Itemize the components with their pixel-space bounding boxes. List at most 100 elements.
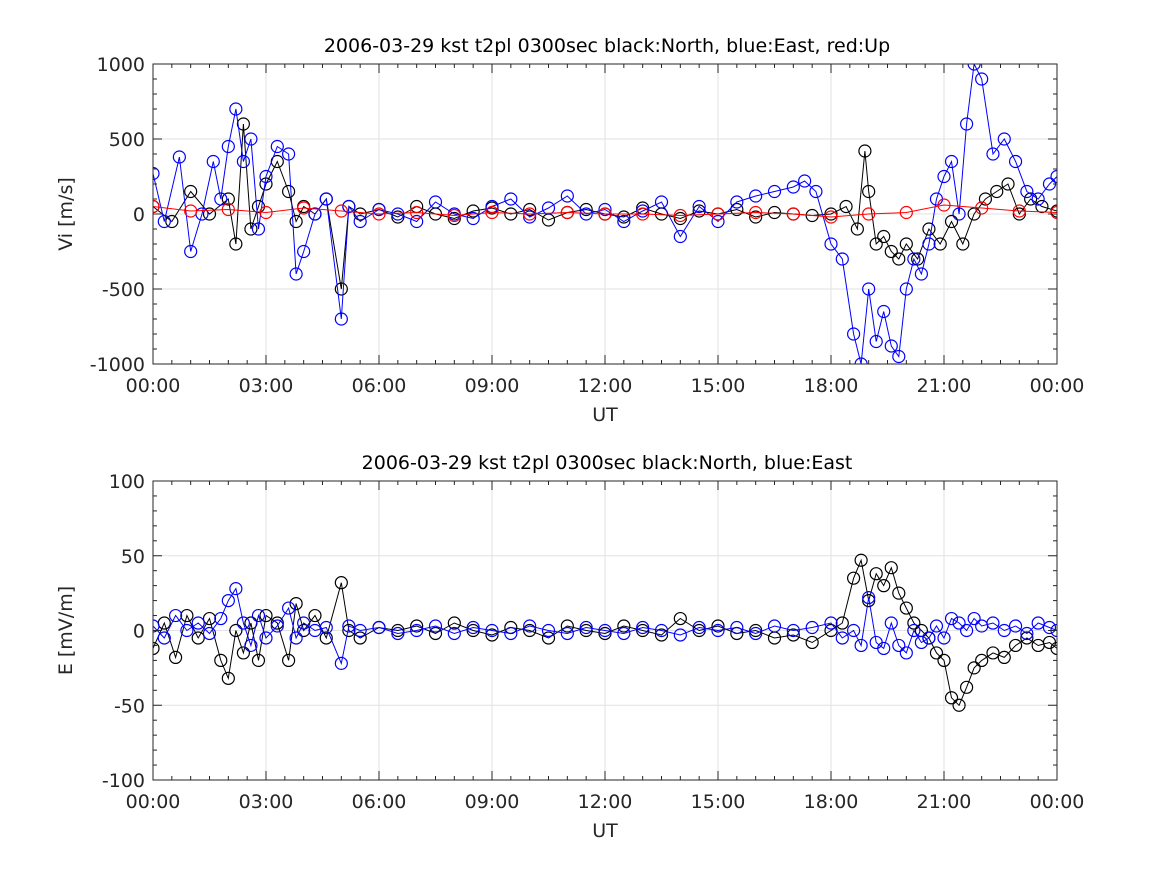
data-point-east: [202, 626, 217, 641]
y-axis-label: Vi [m/s]: [55, 177, 77, 251]
data-point-north: [967, 661, 981, 675]
chart-panel-1: 00:00 03:00 06:00 09:00 12:00 15:00 18:00 21:00…: [55, 35, 1084, 426]
data-point-east: [342, 619, 356, 633]
data-point-north: [342, 623, 356, 638]
data-point-east: [786, 180, 800, 194]
data-point-north: [236, 646, 250, 660]
data-point-east: [1008, 154, 1023, 169]
series-group: [153, 64, 1057, 364]
x-tick-label: 12:00: [578, 791, 633, 813]
data-point-up: [334, 204, 348, 218]
data-point-east: [334, 312, 348, 326]
data-point-east: [862, 282, 876, 296]
data-point-up: [410, 205, 424, 220]
data-point-east: [711, 623, 725, 638]
data-point-north: [541, 631, 556, 645]
y-tick-label: -1000: [90, 354, 145, 376]
data-point-north: [786, 628, 800, 642]
series-group: [153, 553, 1057, 712]
data-point-east: [673, 229, 687, 244]
data-point-east: [959, 117, 974, 131]
series-line-east: [153, 64, 1057, 364]
series-line-east: [153, 587, 1057, 666]
y-tick-label: -100: [102, 770, 145, 792]
data-point-north: [282, 184, 296, 199]
data-point-north: [391, 210, 405, 224]
data-point-east: [180, 623, 194, 638]
data-point-east: [846, 327, 861, 341]
data-point-north: [523, 623, 537, 638]
x-tick-label: 06:00: [352, 791, 407, 813]
data-point-east: [410, 623, 424, 638]
data-point-east: [523, 210, 537, 224]
data-point-east: [914, 267, 929, 281]
data-point-east: [221, 593, 235, 608]
data-point-north: [251, 653, 266, 668]
data-point-east: [410, 214, 424, 229]
data-point-east: [899, 646, 913, 660]
data-point-east: [282, 601, 296, 615]
data-point-up: [259, 205, 273, 220]
data-point-east: [636, 204, 650, 218]
data-point-north: [805, 635, 819, 650]
data-point-east: [153, 619, 160, 633]
data-point-north: [892, 586, 906, 600]
data-point-up: [636, 207, 650, 221]
data-point-east: [922, 237, 936, 251]
data-point-north: [986, 646, 1000, 660]
data-point-east: [206, 154, 220, 169]
data-point-east: [877, 641, 891, 656]
data-point-north: [308, 608, 322, 623]
data-point-north: [877, 579, 891, 593]
data-point-east: [372, 202, 386, 217]
data-point-north: [221, 671, 235, 685]
data-point-east: [944, 154, 959, 169]
data-point-north: [835, 616, 849, 630]
data-point-north: [259, 608, 273, 623]
data-point-east: [428, 195, 443, 209]
data-point-north: [289, 596, 303, 611]
x-tick-label: 09:00: [465, 375, 520, 397]
data-point-east: [967, 64, 981, 71]
series-line-up: [153, 204, 1057, 218]
data-point-north: [937, 653, 951, 668]
data-point-up: [1012, 204, 1026, 218]
data-point-north: [862, 184, 876, 199]
data-point-east: [997, 623, 1011, 638]
data-point-east: [877, 304, 891, 319]
data-point-east: [466, 211, 480, 226]
data-point-north: [1050, 641, 1057, 656]
data-point-north: [353, 631, 367, 645]
data-point-east: [153, 166, 160, 181]
data-point-up: [862, 207, 876, 221]
data-point-east: [523, 619, 537, 633]
data-point-east: [236, 616, 250, 630]
data-point-east: [805, 620, 819, 635]
data-point-east: [692, 620, 706, 635]
x-tick-label: 06:00: [352, 375, 407, 397]
data-point-east: [282, 147, 296, 161]
data-point-north: [944, 691, 959, 705]
data-point-north: [447, 616, 461, 630]
data-point-east: [157, 214, 171, 229]
data-point-up: [153, 199, 160, 214]
data-point-east: [428, 619, 443, 633]
data-point-north: [229, 623, 243, 638]
data-point-east: [485, 623, 499, 638]
data-point-north: [617, 210, 631, 224]
data-point-north: [956, 237, 970, 251]
data-point-east: [673, 628, 687, 642]
data-point-east: [692, 199, 706, 214]
data-point-up: [786, 207, 800, 221]
data-point-east: [214, 192, 228, 206]
data-point-east: [767, 184, 782, 199]
data-point-north: [944, 214, 959, 229]
data-point-north: [854, 553, 868, 567]
data-point-north: [410, 619, 424, 633]
data-point-north: [1001, 177, 1015, 191]
data-point-east: [892, 349, 906, 364]
data-point-east: [251, 222, 266, 236]
x-tick-label: 15:00: [691, 375, 746, 397]
data-point-east: [236, 154, 250, 169]
data-point-north: [869, 567, 883, 581]
